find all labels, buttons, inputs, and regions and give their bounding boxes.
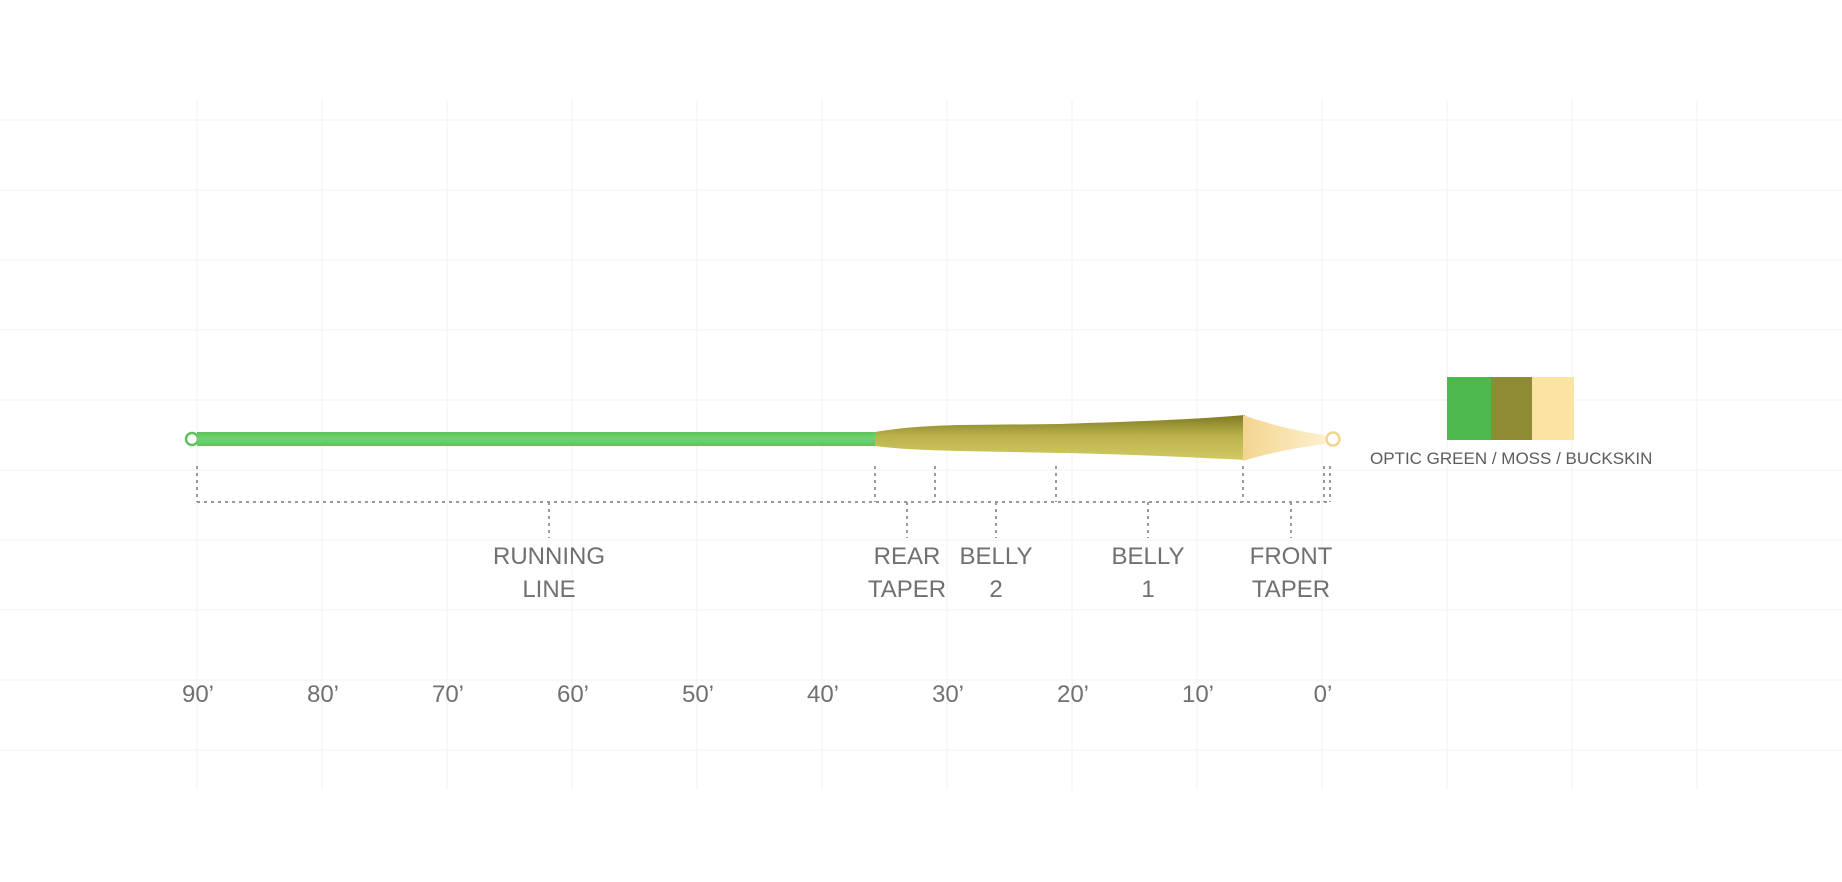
axis-tick-label: 20’ xyxy=(1057,681,1089,708)
section-brackets xyxy=(196,466,1331,538)
axis-tick-label: 0’ xyxy=(1314,681,1333,708)
swatch-buckskin xyxy=(1532,377,1574,440)
label-belly-2-1: BELLY xyxy=(960,543,1033,570)
axis-tick-label: 70’ xyxy=(432,681,464,708)
front-taper-segment xyxy=(1243,415,1325,461)
head-segment xyxy=(875,415,1245,460)
label-belly-1-1: BELLY xyxy=(1112,543,1185,570)
distance-axis: 90’ 80’ 70’ 60’ 50’ 40’ 30’ 20’ 10’ 0’ xyxy=(182,681,1332,708)
label-rear-taper-2: TAPER xyxy=(868,576,946,603)
axis-tick-label: 10’ xyxy=(1182,681,1214,708)
back-loop xyxy=(184,431,200,447)
axis-tick-label: 90’ xyxy=(182,681,214,708)
label-belly-1-2: 1 xyxy=(1141,576,1154,603)
label-front-taper-2: TAPER xyxy=(1252,576,1330,603)
label-rear-taper-1: REAR xyxy=(874,543,941,570)
axis-tick-label: 80’ xyxy=(307,681,339,708)
running-line-segment xyxy=(197,432,878,446)
label-running-line-1: RUNNING xyxy=(493,543,605,570)
fly-line xyxy=(184,415,1341,461)
label-belly-2-2: 2 xyxy=(989,576,1002,603)
label-front-taper-1: FRONT xyxy=(1250,543,1333,570)
front-loop xyxy=(1325,431,1341,447)
axis-tick-label: 30’ xyxy=(932,681,964,708)
axis-tick-label: 60’ xyxy=(557,681,589,708)
swatch-moss xyxy=(1491,377,1532,440)
legend-label: OPTIC GREEN / MOSS / BUCKSKIN xyxy=(1370,449,1652,468)
section-labels: RUNNING LINE REAR TAPER BELLY 2 BELLY 1 … xyxy=(493,543,1333,603)
axis-tick-label: 40’ xyxy=(807,681,839,708)
color-legend: OPTIC GREEN / MOSS / BUCKSKIN xyxy=(1370,377,1652,468)
swatch-optic-green xyxy=(1447,377,1491,440)
label-running-line-2: LINE xyxy=(522,576,575,603)
axis-tick-label: 50’ xyxy=(682,681,714,708)
